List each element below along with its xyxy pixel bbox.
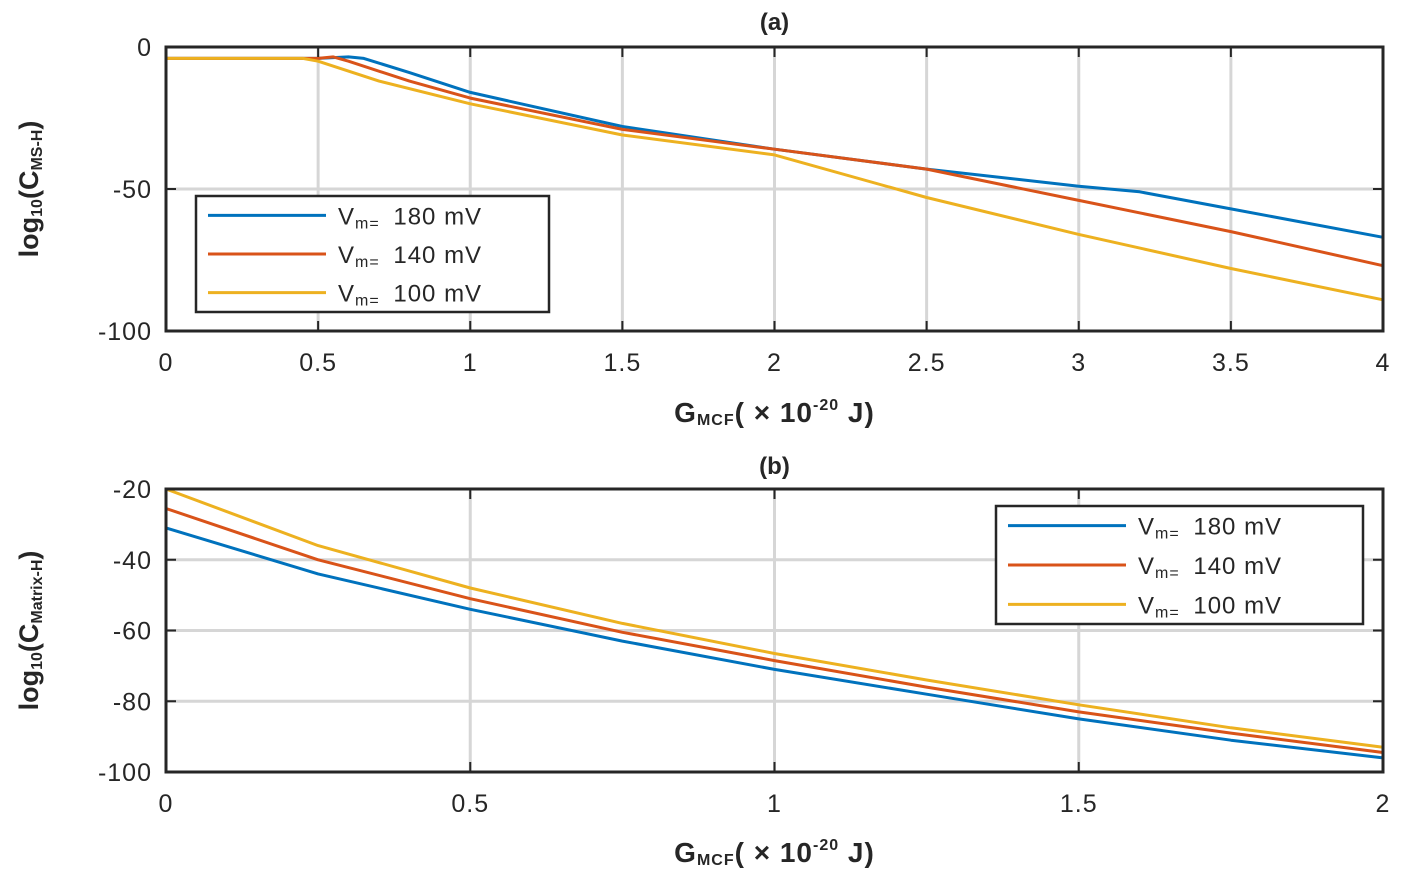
legend-entry: Vm= 100 mV xyxy=(1138,592,1282,621)
legend-entry: Vm= 140 mV xyxy=(338,242,482,271)
y-label-main: log xyxy=(14,217,44,258)
x-label-main: G xyxy=(674,837,697,868)
legend-label-subscript: m= xyxy=(1155,604,1180,621)
panel-b: 0 0.5 1 1.5 2-20-40-60-80-100(b)GMCF( × 10-2… xyxy=(14,453,1391,869)
y-label-close: ) xyxy=(14,551,44,560)
legend-label-subscript: m= xyxy=(1155,565,1180,582)
legend-label-prefix: V xyxy=(1138,592,1155,619)
y-label-close: ) xyxy=(14,121,44,130)
y-tick-label: -100 xyxy=(98,318,152,346)
x-label-unit: J) xyxy=(839,837,875,868)
y-label-subscript: 10 xyxy=(29,652,46,670)
legend-label-value: 140 mV xyxy=(1186,553,1282,580)
legend-label-value: 100 mV xyxy=(386,281,482,308)
x-tick-label: 1.5 xyxy=(1060,790,1098,818)
legend-entry: Vm= 180 mV xyxy=(338,203,482,232)
x-label-superscript: -20 xyxy=(813,837,839,854)
y-tick-label: -20 xyxy=(113,476,152,504)
panel-a: 0 0.5 1 1.5 2 2.5 3 3.5 4 0 -50 -100 (a) GMCF( × 10-2… xyxy=(14,9,1391,429)
legend-label-subscript: m= xyxy=(1155,526,1180,543)
legend-label-value: 180 mV xyxy=(1186,514,1282,541)
x-label-subscript: MCF xyxy=(697,412,735,429)
x-tick-label: 4 xyxy=(1376,349,1391,377)
legend-label-value: 100 mV xyxy=(1186,592,1282,619)
x-axis-label: GMCF( × 10-20 J) xyxy=(674,837,875,869)
y-label-subscript: 10 xyxy=(29,199,46,217)
series-line-140-mV xyxy=(165,507,1384,754)
series-line-180-mV xyxy=(166,55,1384,239)
y-tick-label: -100 xyxy=(98,759,152,787)
series-line-140-mV xyxy=(166,55,1384,268)
x-tick-label: 1 xyxy=(767,790,782,818)
x-label-unit: J) xyxy=(839,397,875,428)
chart-title: (a) xyxy=(760,9,789,36)
x-tick-label: 3 xyxy=(1071,349,1086,377)
x-label-subscript: MCF xyxy=(697,852,735,869)
y-axis-label: log10(CMatrix-H) xyxy=(14,551,46,711)
y-tick-label: -80 xyxy=(113,688,152,716)
x-tick-label: 2 xyxy=(767,349,782,377)
legend-label-prefix: V xyxy=(1138,514,1155,541)
y-label-subscript: MS-H xyxy=(29,130,46,171)
legend-label-subscript: m= xyxy=(355,215,380,232)
legend-label-prefix: V xyxy=(338,281,355,308)
series-line-100-mV xyxy=(165,487,1384,749)
y-tick-label: -40 xyxy=(113,547,152,575)
y-tick-label: 0 xyxy=(137,34,152,62)
y-tick-label: -60 xyxy=(113,618,152,646)
legend-label-value: 140 mV xyxy=(386,242,482,269)
legend-label-subscript: m= xyxy=(355,293,380,310)
x-tick-label: 2 xyxy=(1376,790,1391,818)
x-label-rest: ( × 10 xyxy=(735,837,813,868)
y-label-mid: (C xyxy=(14,624,44,653)
y-label-mid: (C xyxy=(14,171,44,200)
legend-label-prefix: V xyxy=(338,203,355,230)
legend-label-prefix: V xyxy=(338,242,355,269)
x-tick-label: 3.5 xyxy=(1212,349,1250,377)
legend-entry: Vm= 100 mV xyxy=(338,281,482,310)
x-tick-label: 0 xyxy=(159,349,174,377)
chart-title: (b) xyxy=(759,453,790,480)
x-tick-label: 1.5 xyxy=(603,349,641,377)
x-label-rest: ( × 10 xyxy=(735,397,813,428)
legend-label-value: 180 mV xyxy=(386,203,482,230)
y-tick-label: -50 xyxy=(113,176,152,204)
y-label-subscript: Matrix-H xyxy=(29,560,46,624)
legend-label-subscript: m= xyxy=(355,254,380,271)
y-label-main: log xyxy=(14,670,44,711)
x-label-main: G xyxy=(674,397,697,428)
legend-entry: Vm= 180 mV xyxy=(1138,514,1282,543)
x-tick-label: 0.5 xyxy=(451,790,489,818)
x-tick-label: 1 xyxy=(463,349,478,377)
x-axis-label: GMCF( × 10-20 J) xyxy=(674,397,875,429)
legend-label-prefix: V xyxy=(1138,553,1155,580)
series-line-100-mV xyxy=(166,56,1384,302)
x-tick-label: 0 xyxy=(159,790,174,818)
x-tick-label: 0.5 xyxy=(299,349,337,377)
y-axis-label: log10(CMS-H) xyxy=(14,121,46,258)
series-line-180-mV xyxy=(165,526,1384,760)
x-tick-label: 2.5 xyxy=(908,349,946,377)
legend-entry: Vm= 140 mV xyxy=(1138,553,1282,582)
x-label-superscript: -20 xyxy=(813,397,839,414)
